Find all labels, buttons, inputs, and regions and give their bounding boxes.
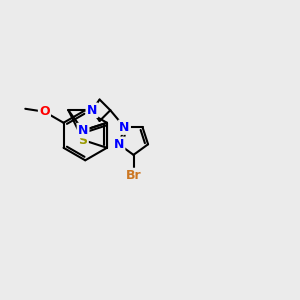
Text: S: S — [79, 134, 88, 147]
Text: N: N — [87, 104, 97, 117]
Text: N: N — [119, 121, 130, 134]
Text: N: N — [114, 138, 124, 151]
Text: O: O — [39, 105, 50, 118]
Text: N: N — [78, 124, 88, 137]
Text: Br: Br — [126, 169, 141, 182]
